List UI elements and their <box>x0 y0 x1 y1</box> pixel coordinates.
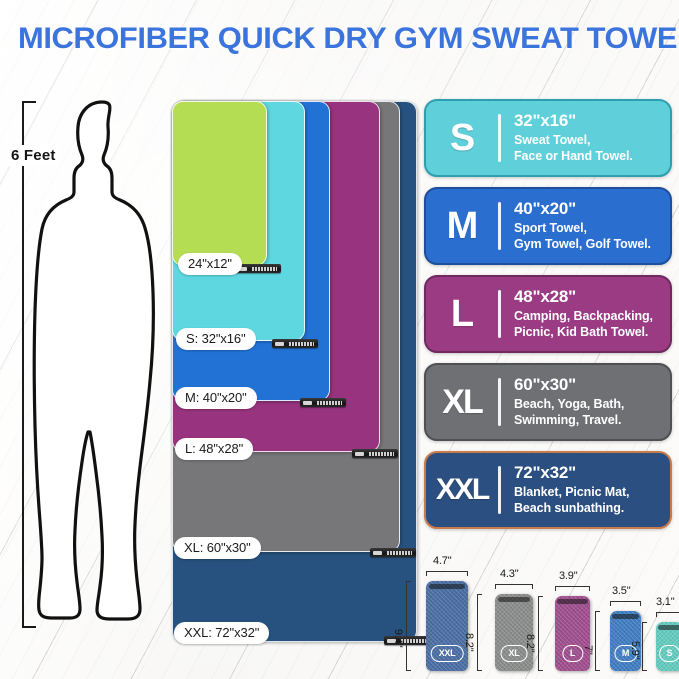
pouch-opening <box>657 625 679 630</box>
card-divider <box>498 114 501 162</box>
pouch-width-bracket-xxl <box>426 571 468 576</box>
size-card-line1-xxl: Blanket, Picnic Mat, <box>514 484 630 499</box>
pouch-xxl-group: 9.4" 4.7" XXL <box>392 555 468 671</box>
pouch-height-label-xl: 8.2" <box>463 632 475 651</box>
page-title: MICROFIBER QUICK DRY GYM SWEAT TOWEL <box>18 22 679 55</box>
pouch-badge-m: M <box>613 645 638 662</box>
pouch-l-group: 8.2" 3.9" L <box>524 570 590 671</box>
size-card-m[interactable]: M 40"x20" Sport Towel, Gym Towel, Golf T… <box>424 187 672 265</box>
brand-tag-s <box>272 339 318 348</box>
pouch-height-bracket-s <box>642 622 647 671</box>
pouch-xl-group: 8.2" 4.3" XL <box>463 568 533 671</box>
size-card-text-m: 40"x20" Sport Towel, Gym Towel, Golf Tow… <box>501 199 651 252</box>
six-feet-label: 6 Feet <box>8 145 59 166</box>
pouch-width-bracket-xl <box>495 584 533 589</box>
size-card-xxl[interactable]: XXL 72"x32" Blanket, Picnic Mat, Beach s… <box>424 451 672 529</box>
size-card-line1-s: Sweat Towel, <box>514 132 591 147</box>
size-card-text-s: 32"x16" Sweat Towel, Face or Hand Towel. <box>501 111 633 164</box>
pouch-opening <box>497 597 531 602</box>
pouch-l[interactable]: L <box>555 596 590 671</box>
card-divider <box>498 378 501 426</box>
brand-tag-xl <box>370 548 416 557</box>
size-card-line2-s: Face or Hand Towel. <box>514 149 633 164</box>
rolled-pouch-row: 9.4" 4.7" XXL 8.2" 4.3" XL 8.2" 3.9" L <box>392 533 679 679</box>
pouch-opening <box>612 614 639 619</box>
pouch-height-bracket-xl <box>477 594 482 671</box>
size-card-letter-s: S <box>449 117 475 159</box>
pouch-width-label-xxl: 4.7" <box>433 555 452 567</box>
size-card-line2-m: Gym Towel, Golf Towel. <box>514 237 651 252</box>
pouch-width-label-m: 3.5" <box>612 585 631 597</box>
pouch-s-group: 5.9" 3.1" S <box>629 596 679 671</box>
pouch-height-bracket-l <box>538 596 543 671</box>
pouch-height-label-m: 7" <box>582 645 594 655</box>
size-card-letter-xl: XL <box>442 383 483 421</box>
size-card-line1-m: Sport Towel, <box>514 220 587 235</box>
brand-tag-m <box>300 398 346 407</box>
pouch-height-label-xxl: 9.4" <box>392 628 404 647</box>
size-card-line2-l: Picnic, Kid Bath Towel. <box>514 325 649 340</box>
size-card-text-l: 48"x28" Camping, Backpacking, Picnic, Ki… <box>501 287 653 340</box>
towel-size-stack: 24"x12" S: 32"x16" M: 40"x20" L: 48"x28"… <box>172 101 430 645</box>
pouch-s[interactable]: S <box>656 622 679 671</box>
pouch-xxl[interactable]: XXL <box>426 581 468 671</box>
pouch-badge-l: L <box>561 645 584 662</box>
towel-xs[interactable] <box>172 101 267 266</box>
pouch-height-label-s: 5.9" <box>629 640 641 659</box>
pouch-xl[interactable]: XL <box>495 594 533 671</box>
pouch-badge-xl: XL <box>500 645 528 662</box>
size-card-letter-l: L <box>450 293 474 335</box>
size-card-line2-xl: Swimming, Travel. <box>514 413 622 428</box>
size-spec-card-list: S 32"x16" Sweat Towel, Face or Hand Towe… <box>424 99 672 539</box>
size-card-line2-xxl: Beach sunbathing. <box>514 501 625 516</box>
size-card-letter-xxl: XXL <box>435 473 490 506</box>
size-card-text-xxl: 72"x32" Blanket, Picnic Mat, Beach sunba… <box>501 463 630 516</box>
size-card-dimensions-xl: 60"x30" <box>514 375 576 395</box>
towel-label-s: S: 32"x16" <box>176 328 256 350</box>
size-card-l[interactable]: L 48"x28" Camping, Backpacking, Picnic, … <box>424 275 672 353</box>
towel-label-xs: 24"x12" <box>178 253 242 275</box>
pouch-width-bracket-l <box>555 586 590 591</box>
size-card-xl[interactable]: XL 60"x30" Beach, Yoga, Bath, Swimming, … <box>424 363 672 441</box>
towel-label-xxl: XXL: 72"x32" <box>174 622 270 644</box>
card-divider <box>498 466 501 514</box>
pouch-width-label-l: 3.9" <box>559 570 578 582</box>
size-card-line1-l: Camping, Backpacking, <box>514 308 653 323</box>
size-card-text-xl: 60"x30" Beach, Yoga, Bath, Swimming, Tra… <box>501 375 624 428</box>
size-card-dimensions-l: 48"x28" <box>514 287 576 307</box>
card-divider <box>498 202 501 250</box>
size-card-s[interactable]: S 32"x16" Sweat Towel, Face or Hand Towe… <box>424 99 672 177</box>
pouch-opening <box>428 584 466 589</box>
brand-tag-xxl <box>384 636 430 645</box>
pouch-height-bracket-xxl <box>406 581 411 671</box>
pouch-height-bracket-m <box>595 611 600 671</box>
towel-label-xl: XL: 60"x30" <box>174 537 261 559</box>
size-card-line1-xl: Beach, Yoga, Bath, <box>514 396 625 411</box>
towel-label-m: M: 40"x20" <box>175 387 257 409</box>
pouch-m-group: 7" 3.5" M <box>582 585 641 671</box>
towel-label-l: L: 48"x28" <box>175 438 254 460</box>
pouch-width-bracket-s <box>656 612 679 617</box>
brand-tag-l <box>352 449 398 458</box>
person-silhouette <box>32 100 155 621</box>
size-card-dimensions-xxl: 72"x32" <box>514 463 576 483</box>
pouch-height-label-l: 8.2" <box>524 633 536 652</box>
pouch-badge-xxl: XXL <box>430 645 464 662</box>
pouch-m[interactable]: M <box>610 611 641 671</box>
size-card-dimensions-s: 32"x16" <box>514 111 576 131</box>
size-card-dimensions-m: 40"x20" <box>514 199 576 219</box>
pouch-width-bracket-m <box>610 601 641 606</box>
pouch-opening <box>557 599 588 604</box>
brand-tag-xs <box>235 264 281 273</box>
card-divider <box>498 290 501 338</box>
height-scale-bracket <box>22 101 36 628</box>
size-card-letter-m: M <box>446 205 479 247</box>
pouch-badge-s: S <box>658 645 679 662</box>
pouch-width-label-s: 3.1" <box>656 596 675 608</box>
pouch-width-label-xl: 4.3" <box>500 568 519 580</box>
